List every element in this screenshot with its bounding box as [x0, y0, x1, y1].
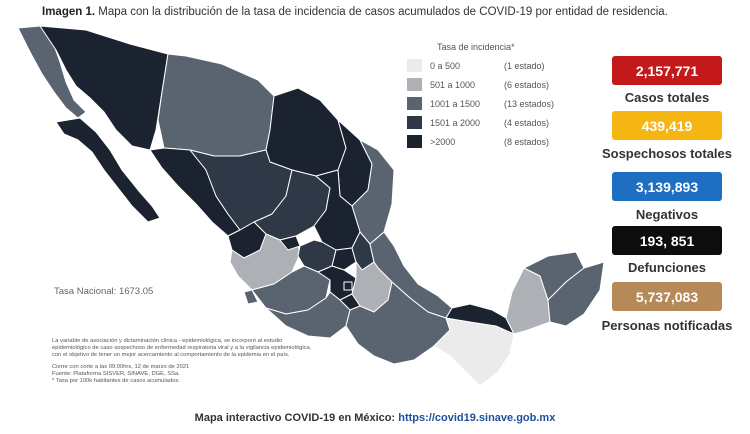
- mexico-map: [17, 25, 605, 387]
- state-cdmx: [343, 281, 353, 291]
- legend-range: 1501 a 2000: [430, 117, 481, 128]
- footnote-line: con el objetivo de tener un mejor acerca…: [52, 352, 290, 359]
- legend-range: >2000: [430, 136, 456, 147]
- legend-count: (13 estados): [504, 98, 555, 109]
- footnote-line: Cierre con corte a las 09:00hrs, 12 de m…: [52, 363, 190, 370]
- state-guerrero: [265, 291, 351, 339]
- stat-negativos-value: 3,139,893: [612, 172, 722, 201]
- footer-text: Mapa interactivo COVID-19 en México:: [194, 412, 396, 424]
- stat-casos-totales-value: 2,157,771: [612, 56, 722, 85]
- tasa-nacional: Tasa Nacional: 1673.05: [54, 286, 154, 297]
- legend-item: 1001 a 1500 (13 estados): [407, 94, 567, 113]
- stat-negativos-label: Negativos: [635, 207, 699, 222]
- footnote-line: * Tasa por 100k habitantes de casos acum…: [52, 378, 180, 385]
- legend-swatch: [407, 59, 422, 72]
- legend-item: 1501 a 2000 (4 estados): [407, 113, 567, 132]
- legend-swatch: [407, 97, 422, 110]
- legend-title: Tasa de incidencia*: [437, 42, 515, 52]
- figure-title-bold: Imagen 1.: [42, 6, 96, 18]
- stat-sospechosos-value: 439,419: [612, 111, 722, 140]
- stat-defunciones-value: 193, 851: [612, 226, 722, 255]
- footnote-line: La variable de asociación y dictaminació…: [52, 338, 283, 344]
- legend-item: 501 a 1000 (6 estados): [407, 75, 567, 94]
- figure-title-text: Mapa con la distribución de la tasa de i…: [98, 6, 668, 18]
- legend: Tasa de incidencia* 0 a 500 (1 estado) 5…: [407, 42, 567, 151]
- legend-range: 0 a 500: [430, 60, 461, 71]
- state-chihuahua: [157, 53, 275, 157]
- stat-sospechosos-label: Sospechosos totales: [601, 146, 733, 161]
- legend-count: (4 estados): [504, 117, 550, 128]
- legend-swatch: [407, 116, 422, 129]
- state-sonora: [39, 25, 169, 151]
- stat-notificadas-label: Personas notificadas: [601, 318, 733, 333]
- legend-range: 1001 a 1500: [430, 98, 481, 109]
- state-colima: [243, 289, 259, 305]
- footnote-line: epidemiológico de caso sospechoso de enf…: [52, 345, 312, 352]
- legend-count: (6 estados): [504, 79, 550, 90]
- legend-swatch: [407, 135, 422, 148]
- legend-count: (8 estados): [504, 136, 550, 147]
- legend-item: 0 a 500 (1 estado): [407, 56, 567, 75]
- figure-title: Imagen 1. Mapa con la distribución de la…: [42, 6, 722, 18]
- legend-item: >2000 (8 estados): [407, 132, 567, 151]
- footnotes: La variable de asociación y dictaminació…: [52, 338, 372, 385]
- legend-swatch: [407, 78, 422, 91]
- footnote-line: Fuente: Plataforma SISVER, SINAVE, DGE, …: [52, 370, 180, 377]
- state-coahuila: [265, 87, 347, 177]
- stat-defunciones-label: Defunciones: [627, 260, 706, 275]
- state-baja-california-sur: [55, 117, 161, 223]
- legend-range: 501 a 1000: [430, 79, 476, 90]
- footer: Mapa interactivo COVID-19 en México: htt…: [0, 412, 750, 424]
- state-queretaro: [331, 247, 357, 271]
- legend-count: (1 estado): [504, 60, 545, 71]
- state-quintana-roo: [547, 261, 605, 327]
- state-oaxaca: [345, 281, 451, 365]
- footer-link[interactable]: https://covid19.sinave.gob.mx: [398, 412, 556, 424]
- stat-casos-totales-label: Casos totales: [624, 90, 710, 105]
- stat-notificadas-value: 5,737,083: [612, 282, 722, 311]
